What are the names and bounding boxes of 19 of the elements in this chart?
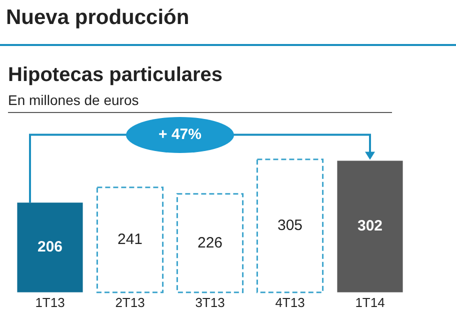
bar — [176, 193, 244, 294]
data-label: 241 — [117, 231, 143, 248]
text: + 47% — [126, 116, 234, 153]
x-tick-label: 1T13 — [35, 294, 65, 310]
x-tick-label: 1T14 — [355, 294, 385, 310]
x-tick-label: 4T13 — [275, 294, 305, 310]
data-label: 206 — [37, 238, 63, 256]
y-axis-title: En millones de euros — [8, 92, 139, 108]
bar — [256, 158, 324, 294]
data-label: 226 — [197, 234, 223, 252]
data-label: 302 — [357, 218, 383, 235]
bar — [96, 186, 164, 294]
chart-subtitle: Hipotecas particulares — [8, 64, 223, 87]
bar — [17, 202, 83, 292]
data-label: 305 — [277, 217, 303, 234]
x-tick-label: 2T13 — [115, 294, 145, 310]
chart-title: Nueva producción — [6, 6, 190, 30]
bar — [337, 160, 403, 292]
x-tick-label: 3T13 — [195, 294, 225, 310]
